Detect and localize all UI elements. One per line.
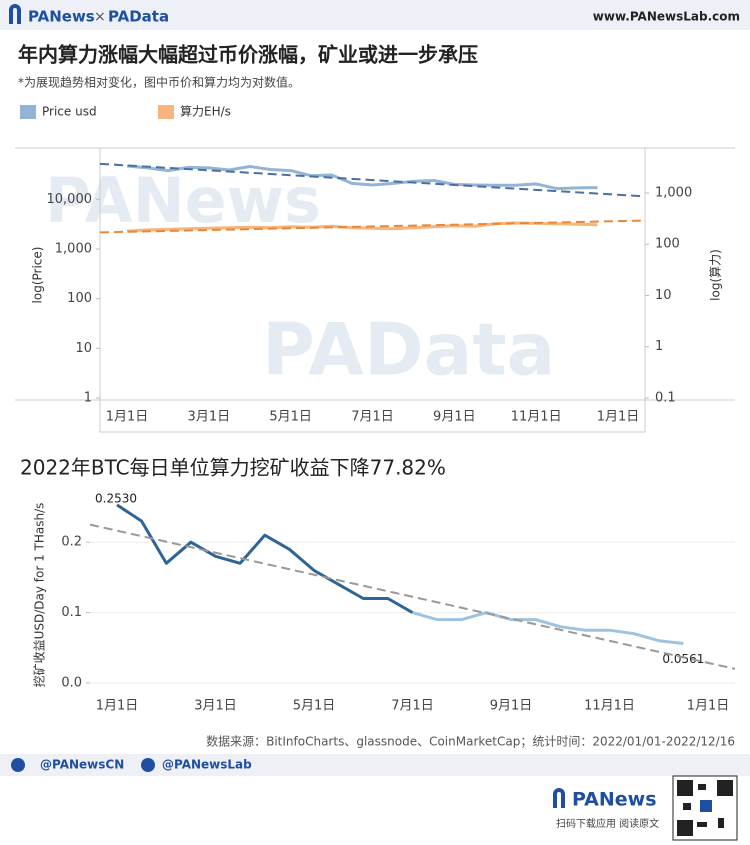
- y2-axis-label: log(算力): [708, 249, 723, 301]
- x-tick-label: 9月1日: [433, 410, 476, 425]
- watermark: PAData: [262, 308, 555, 392]
- series-line: [126, 221, 598, 233]
- facebook-icon: [141, 758, 155, 772]
- series-line: [126, 164, 598, 191]
- twitter-handle[interactable]: @PANewsCN: [40, 758, 124, 772]
- y-tick-label: 100: [67, 291, 92, 306]
- value-label: 0.2530: [95, 491, 137, 505]
- x-tick-label: 5月1日: [269, 410, 312, 425]
- y-tick-label: 0.2: [61, 535, 82, 550]
- watermark: PANews: [45, 164, 321, 237]
- chart-title: 2022年BTC每日单位算力挖矿收益下降77.82%: [20, 456, 446, 480]
- brand2: PAData: [108, 8, 169, 26]
- facebook-handle[interactable]: @PANewsLab: [162, 758, 252, 772]
- y2-tick-label: 1: [655, 339, 663, 354]
- x-tick-label: 7月1日: [351, 410, 394, 425]
- y-tick-label: 0.0: [61, 675, 82, 690]
- y2-tick-label: 1,000: [655, 185, 692, 200]
- y-tick-label: 0.1: [61, 605, 82, 620]
- x-tick-label: 9月1日: [490, 699, 533, 714]
- header-bar: [0, 0, 750, 30]
- x-tick-label: 11月1日: [584, 699, 635, 714]
- value-label: 0.0561: [662, 652, 704, 666]
- source: 数据来源：BitInfoCharts、glassnode、CoinMarketC…: [206, 734, 735, 749]
- x-tick-label: 11月1日: [511, 410, 562, 425]
- x-tick-label: 1月1日: [597, 410, 640, 425]
- y2-tick-label: 0.1: [655, 391, 676, 406]
- brand-separator: ×: [94, 9, 106, 25]
- x-tick-label: 7月1日: [391, 699, 434, 714]
- y2-tick-label: 100: [655, 237, 680, 252]
- footer-logo: PANews: [572, 789, 657, 811]
- brand: PANews: [28, 8, 95, 26]
- x-tick-label: 1月1日: [106, 410, 149, 425]
- y-tick-label: 1,000: [55, 242, 92, 257]
- y-axis-label: log(Price): [31, 247, 45, 304]
- subtitle: *为展现趋势相对变化，图中币价和算力均为对数值。: [18, 75, 300, 90]
- trend-line: [89, 523, 736, 670]
- legend-label: Price usd: [42, 105, 97, 119]
- y-axis-label: 挖矿收益USD/Day for 1 THash/s: [32, 503, 47, 688]
- y-tick-label: 10,000: [47, 192, 93, 207]
- qr-code[interactable]: [672, 775, 738, 841]
- series-line: [116, 503, 414, 614]
- trend-line: [99, 219, 646, 234]
- y2-tick-label: 10: [655, 288, 672, 303]
- twitter-icon: [11, 758, 25, 772]
- y-tick-label: 10: [75, 341, 92, 356]
- legend-swatch: [158, 105, 174, 119]
- url: www.PANewsLab.com: [593, 10, 740, 24]
- legend-swatch: [20, 105, 36, 119]
- page-title: 年内算力涨幅大幅超过币价涨幅，矿业或进一步承压: [18, 43, 478, 67]
- trend-line: [99, 162, 646, 198]
- logo-icon: [9, 4, 21, 24]
- x-tick-label: 5月1日: [293, 699, 336, 714]
- legend-label: 算力EH/s: [180, 104, 231, 119]
- y-tick-label: 1: [84, 391, 92, 406]
- series-line: [412, 611, 684, 645]
- x-tick-label: 1月1日: [687, 699, 730, 714]
- qr-caption: 扫码下载应用 阅读原文: [556, 817, 659, 830]
- x-tick-label: 1月1日: [96, 699, 139, 714]
- footer-bar: [0, 754, 750, 776]
- logo-icon: [553, 788, 565, 808]
- x-tick-label: 3月1日: [194, 699, 237, 714]
- x-tick-label: 3月1日: [188, 410, 231, 425]
